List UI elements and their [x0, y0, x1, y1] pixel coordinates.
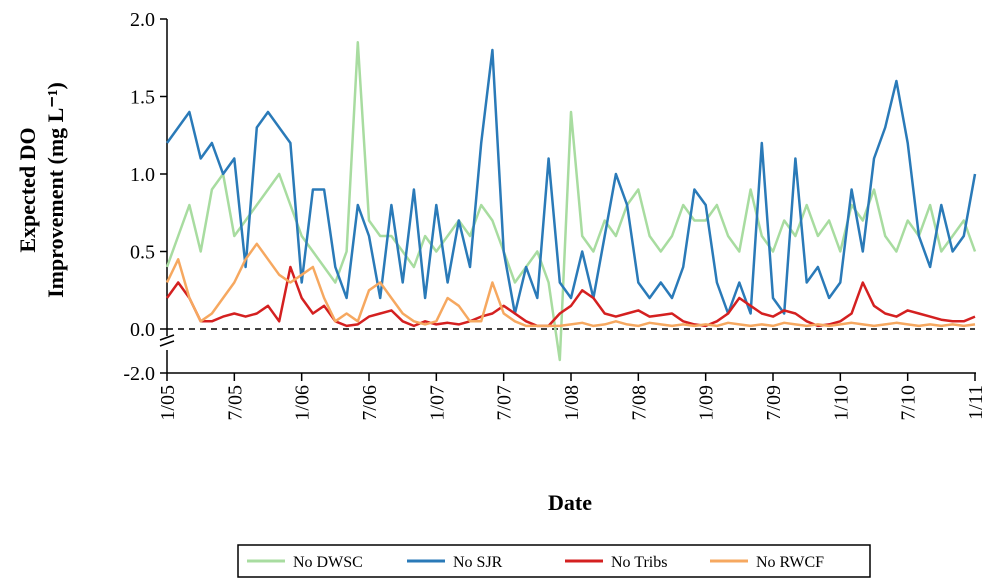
y-axis-title: Expected DO Improvement (mg L⁻¹) — [15, 82, 68, 298]
x-tick-label: 7/05 — [224, 385, 246, 421]
x-tick-label: 1/07 — [426, 385, 448, 421]
x-tick-label: 1/10 — [830, 385, 852, 421]
series-line — [165, 41, 977, 362]
x-tick-label: 7/08 — [628, 385, 650, 421]
x-tick-label: 1/06 — [292, 385, 314, 421]
y-axis-title-line: Expected DO — [15, 127, 40, 252]
x-tick-label: 7/09 — [763, 385, 785, 421]
x-tick-label: 1/09 — [696, 385, 718, 421]
legend-label: No SJR — [453, 554, 503, 571]
legend-label: No Tribs — [611, 554, 667, 571]
x-tick-label: 7/10 — [898, 385, 920, 421]
y-tick-label: 2.0 — [130, 9, 155, 31]
x-tick-label: 1/11 — [965, 385, 983, 420]
legend-box — [237, 544, 871, 578]
series-line — [165, 48, 977, 315]
y-tick-label: -2.0 — [123, 363, 155, 385]
legend-label: No DWSC — [293, 554, 363, 571]
legend-label: No RWCF — [756, 554, 824, 571]
axis-break — [159, 340, 175, 347]
series-line — [165, 242, 976, 328]
y-tick-label: 0.0 — [130, 319, 155, 341]
y-tick-label: 1.0 — [130, 164, 155, 186]
x-tick-label: 7/06 — [359, 385, 381, 421]
y-axis-title-line: Improvement (mg L⁻¹) — [43, 82, 68, 298]
y-tick-label: 1.5 — [130, 87, 155, 109]
x-axis-title: Date — [548, 490, 592, 515]
x-tick-label: 7/07 — [494, 385, 516, 421]
axis-break — [159, 334, 175, 341]
x-tick-label: 1/05 — [157, 385, 179, 421]
y-tick-label: 0.5 — [130, 242, 155, 264]
x-tick-label: 1/08 — [561, 385, 583, 421]
series-line — [165, 265, 976, 328]
